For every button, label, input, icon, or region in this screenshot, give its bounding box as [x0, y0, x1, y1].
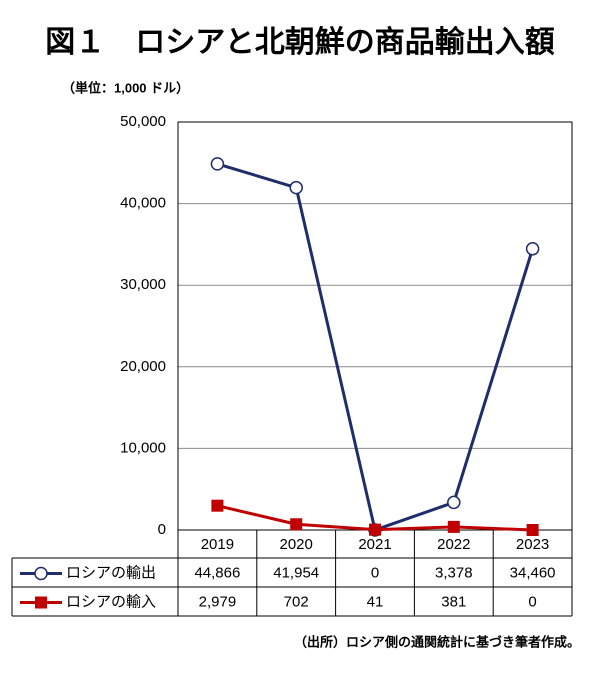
table-value: 381	[441, 593, 466, 610]
point	[525, 242, 540, 256]
point	[526, 524, 539, 536]
plot-border	[177, 121, 573, 531]
point	[447, 495, 461, 510]
y-tick-label: 10,000	[120, 439, 166, 456]
legend-label: ロシアの輸出	[66, 564, 156, 581]
table-value: 702	[284, 593, 309, 610]
x-tick-label: 2021	[358, 536, 391, 553]
y-tick-label: 30,000	[120, 276, 166, 293]
table-value: 0	[371, 564, 379, 581]
y-tick-label: 20,000	[120, 358, 166, 375]
point	[211, 499, 224, 512]
legend-marker	[35, 596, 47, 609]
point	[369, 523, 381, 536]
point	[210, 157, 225, 171]
table-value: 41	[367, 593, 384, 610]
y-tick-label: 0	[158, 521, 166, 538]
x-tick-label: 2023	[516, 536, 549, 553]
x-tick-label: 2019	[201, 536, 234, 553]
x-tick-label: 2022	[437, 536, 470, 553]
table-value: 3,378	[435, 564, 473, 581]
table-value: 44,866	[194, 564, 240, 581]
table-value: 41,954	[273, 564, 319, 581]
y-tick-label: 40,000	[120, 195, 166, 212]
chart-title: 図１ ロシアと北朝鮮の商品輸出入額	[45, 25, 554, 59]
legend-marker	[34, 566, 48, 581]
y-tick-label: 50,000	[120, 113, 166, 130]
point	[290, 518, 303, 531]
table-value: 0	[528, 593, 536, 610]
source-note: （出所）ロシア側の通関統計に基づき筆者作成。	[294, 634, 580, 649]
point	[447, 520, 460, 533]
x-tick-label: 2020	[280, 536, 313, 553]
unit-label: （単位：1,000 ドル）	[62, 80, 189, 95]
point	[289, 180, 303, 195]
legend-label: ロシアの輸入	[66, 593, 156, 610]
series-line	[216, 162, 535, 532]
table-value: 34,460	[510, 564, 556, 581]
table-value: 2,979	[199, 593, 237, 610]
